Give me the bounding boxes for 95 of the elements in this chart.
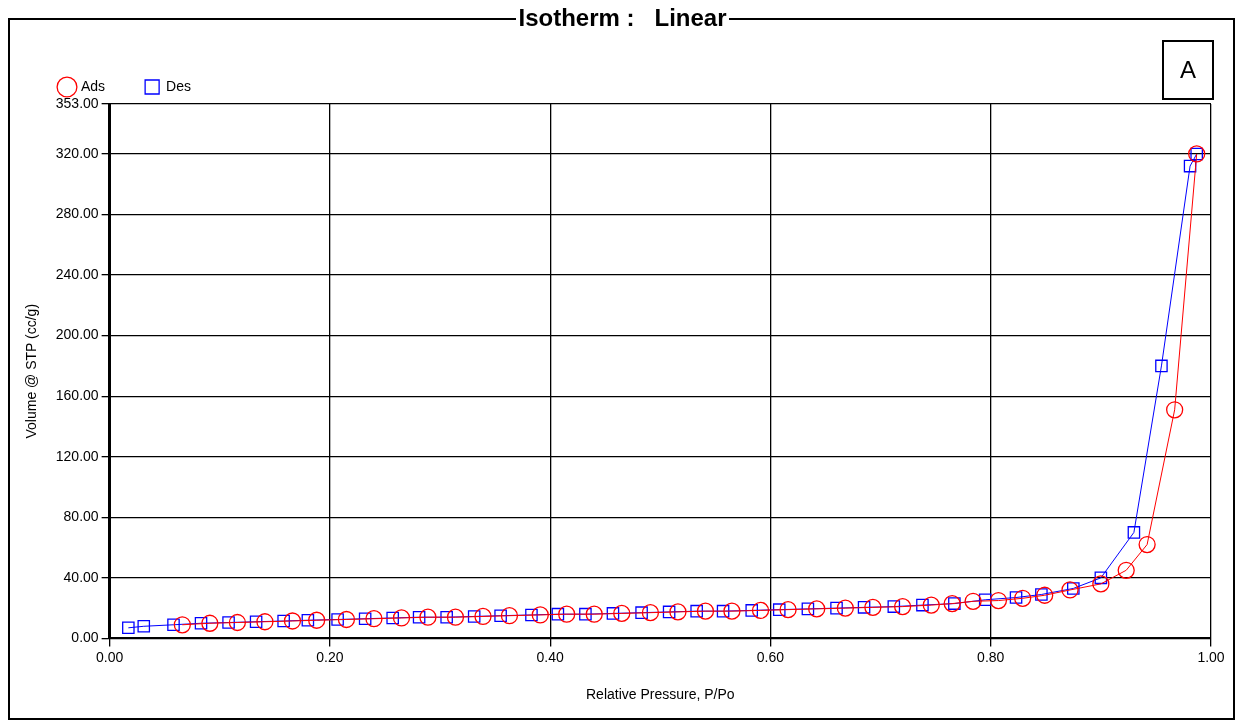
y-axis-title: Volume @ STP (cc/g) xyxy=(23,303,40,439)
point xyxy=(365,610,383,628)
point xyxy=(194,616,208,630)
point xyxy=(137,619,151,633)
point xyxy=(277,614,290,628)
point xyxy=(256,613,274,631)
point xyxy=(201,614,219,632)
point xyxy=(1138,535,1156,554)
point xyxy=(531,606,549,624)
point xyxy=(1014,589,1032,607)
point xyxy=(1061,581,1079,599)
point xyxy=(916,598,929,612)
point xyxy=(808,600,826,618)
point xyxy=(887,600,901,613)
point xyxy=(669,603,687,621)
point xyxy=(1166,401,1184,419)
x-tick-label: 0.00 xyxy=(96,648,124,665)
y-tick-label: 200.00 xyxy=(55,326,99,343)
point xyxy=(662,605,676,619)
point xyxy=(419,608,437,626)
point xyxy=(386,611,399,625)
point xyxy=(585,605,603,623)
point xyxy=(579,607,592,621)
point xyxy=(494,609,507,622)
point xyxy=(830,601,843,615)
x-tick-label: 0.60 xyxy=(756,648,785,665)
point xyxy=(690,604,703,618)
point xyxy=(1009,591,1023,604)
point xyxy=(392,609,411,627)
point xyxy=(446,608,465,626)
point xyxy=(716,604,730,618)
y-tick-label: 40.00 xyxy=(63,568,99,585)
x-tick-label: 0.80 xyxy=(977,648,1005,665)
point xyxy=(1127,526,1141,539)
point xyxy=(1092,575,1110,593)
y-tick-label: 320.00 xyxy=(55,144,99,161)
point xyxy=(525,608,538,622)
point xyxy=(779,600,797,619)
point xyxy=(1036,586,1054,604)
point xyxy=(641,604,660,622)
point xyxy=(474,607,492,626)
x-tick-label: 1.00 xyxy=(1197,648,1225,665)
point xyxy=(964,592,982,610)
point xyxy=(440,610,453,624)
point xyxy=(772,603,786,616)
point xyxy=(358,612,372,626)
point xyxy=(551,607,565,621)
point xyxy=(558,605,576,623)
point xyxy=(228,613,247,632)
point xyxy=(836,599,854,617)
y-tick-label: 353.00 xyxy=(55,94,99,111)
point xyxy=(500,607,519,625)
point xyxy=(337,610,356,629)
point xyxy=(301,613,315,627)
point xyxy=(922,596,940,614)
legend-label: Ads xyxy=(81,77,106,94)
point xyxy=(1094,571,1108,585)
point xyxy=(467,610,481,623)
y-tick-label: 160.00 xyxy=(55,387,99,404)
point xyxy=(613,604,631,623)
point xyxy=(989,591,1008,610)
text: A xyxy=(1162,40,1214,100)
point xyxy=(857,601,871,614)
point xyxy=(331,613,344,626)
y-tick-label: 0.00 xyxy=(71,629,99,646)
legend-label: Des xyxy=(166,77,192,94)
point xyxy=(978,593,992,607)
point xyxy=(696,602,715,620)
point xyxy=(893,597,912,616)
point xyxy=(222,616,235,629)
point xyxy=(943,594,961,613)
chart-title: Isotherm : Linear xyxy=(516,4,729,31)
point xyxy=(412,610,426,624)
point xyxy=(745,604,759,617)
y-tick-label: 280.00 xyxy=(55,205,99,222)
point xyxy=(122,621,135,635)
point xyxy=(249,615,263,629)
point xyxy=(606,607,620,620)
point xyxy=(283,612,302,630)
point xyxy=(173,616,191,634)
x-axis-title: Relative Pressure, P/Po xyxy=(586,686,735,703)
y-tick-label: 80.00 xyxy=(63,508,99,525)
x-tick-label: 0.20 xyxy=(316,648,344,665)
x-tick-label: 0.40 xyxy=(536,648,565,665)
y-tick-label: 240.00 xyxy=(55,265,99,282)
point xyxy=(167,618,180,632)
point xyxy=(801,602,815,616)
point xyxy=(751,601,770,620)
point xyxy=(635,606,648,619)
point xyxy=(308,611,326,629)
y-tick-label: 120.00 xyxy=(55,447,99,464)
point xyxy=(1117,561,1135,579)
point xyxy=(723,602,741,620)
point xyxy=(1155,359,1168,373)
point xyxy=(864,598,882,617)
